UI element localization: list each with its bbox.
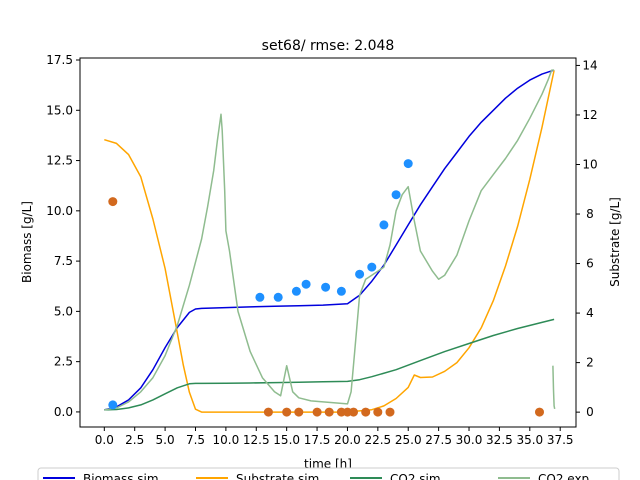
substrate-exp-point xyxy=(282,407,292,417)
x-axis: 0.0 2.5 5.0 7.5 10.0 12.5 15.0 17.5 20.0 22.5 25.0… xyxy=(95,427,574,447)
y-tick-label: 2.5 xyxy=(54,355,73,369)
y-tick-label: 10.0 xyxy=(46,204,73,218)
y-axis-label: Biomass [g/L] xyxy=(20,201,34,283)
x-tick-label: 0.0 xyxy=(95,433,114,447)
x-tick-label: 2.5 xyxy=(125,433,144,447)
points-layer xyxy=(108,159,544,417)
biomass-exp-point xyxy=(301,279,311,289)
y-axis-right: 0 2 4 6 8 10 12 14 xyxy=(576,58,598,419)
co2-exp-tail-line xyxy=(552,365,556,410)
substrate-exp-point xyxy=(312,407,322,417)
biomass-exp-point xyxy=(355,269,365,279)
substrate-exp-point xyxy=(535,407,544,417)
y2-axis-label: Substrate [g/L] xyxy=(608,197,622,287)
x-tick-label: 7.5 xyxy=(186,433,205,447)
biomass-exp-point xyxy=(379,220,389,230)
y-tick-label: 5.0 xyxy=(54,304,73,318)
x-tick-label: 15.0 xyxy=(273,433,300,447)
legend-label: CO2 sim xyxy=(390,472,441,480)
substrate-exp-point xyxy=(361,407,371,417)
y-tick-label: 15.0 xyxy=(46,103,73,117)
y2-tick-label: 12 xyxy=(582,108,597,122)
x-tick-label: 17.5 xyxy=(304,433,331,447)
legend-label: Substrate sim xyxy=(236,472,319,480)
series-layer xyxy=(104,69,556,413)
substrate-sim-line xyxy=(104,70,555,413)
x-tick-label: 32.5 xyxy=(486,433,513,447)
substrate-exp-point xyxy=(108,197,118,207)
substrate-exp-point xyxy=(294,407,304,417)
y-tick-label: 17.5 xyxy=(46,53,73,67)
y2-tick-label: 4 xyxy=(586,306,594,320)
y2-tick-label: 0 xyxy=(586,405,594,419)
x-tick-label: 12.5 xyxy=(243,433,270,447)
substrate-exp-point xyxy=(349,407,358,417)
y-tick-label: 12.5 xyxy=(46,154,73,168)
biomass-exp-point xyxy=(367,262,377,272)
y2-tick-label: 2 xyxy=(586,356,594,370)
x-tick-label: 35.0 xyxy=(516,433,543,447)
x-tick-label: 27.5 xyxy=(425,433,452,447)
y2-tick-label: 6 xyxy=(586,257,594,271)
legend-label: Biomass sim xyxy=(83,472,159,480)
biomass-exp-point xyxy=(255,292,265,302)
y2-tick-label: 8 xyxy=(586,207,594,221)
chart-title: set68/ rmse: 2.048 xyxy=(262,38,395,54)
biomass-exp-point xyxy=(403,159,413,169)
y2-tick-label: 10 xyxy=(582,157,597,171)
substrate-exp-point xyxy=(324,407,334,417)
x-tick-label: 37.5 xyxy=(547,433,574,447)
biomass-exp-point xyxy=(108,400,118,410)
x-tick-label: 5.0 xyxy=(156,433,175,447)
biomass-exp-point xyxy=(391,190,401,200)
co2-exp-line xyxy=(104,69,555,411)
legend-box xyxy=(37,467,620,480)
biomass-exp-point xyxy=(321,282,331,292)
plot-area xyxy=(79,57,577,428)
biomass-exp-point xyxy=(336,286,346,296)
x-tick-label: 22.5 xyxy=(364,433,391,447)
substrate-exp-point xyxy=(263,407,273,417)
y-tick-label: 0.0 xyxy=(54,405,73,419)
y-tick-label: 7.5 xyxy=(54,254,73,268)
substrate-exp-point xyxy=(385,407,395,417)
biomass-exp-point xyxy=(291,286,301,296)
substrate-exp-point xyxy=(373,407,383,417)
legend-label: CO2 exp xyxy=(538,472,589,480)
co2-sim-line xyxy=(104,318,555,411)
y-axis-left: 0.0 2.5 5.0 7.5 10.0 12.5 15.0 17.5 xyxy=(46,53,80,419)
x-tick-label: 30.0 xyxy=(456,433,483,447)
x-tick-label: 25.0 xyxy=(395,433,422,447)
x-tick-label: 20.0 xyxy=(334,433,361,447)
biomass-sim-line xyxy=(104,69,555,411)
y2-tick-label: 14 xyxy=(582,58,597,72)
legend: Biomass sim Substrate sim CO2 sim CO2 exp xyxy=(37,467,620,480)
biomass-exp-point xyxy=(273,292,283,302)
x-tick-label: 10.0 xyxy=(213,433,240,447)
